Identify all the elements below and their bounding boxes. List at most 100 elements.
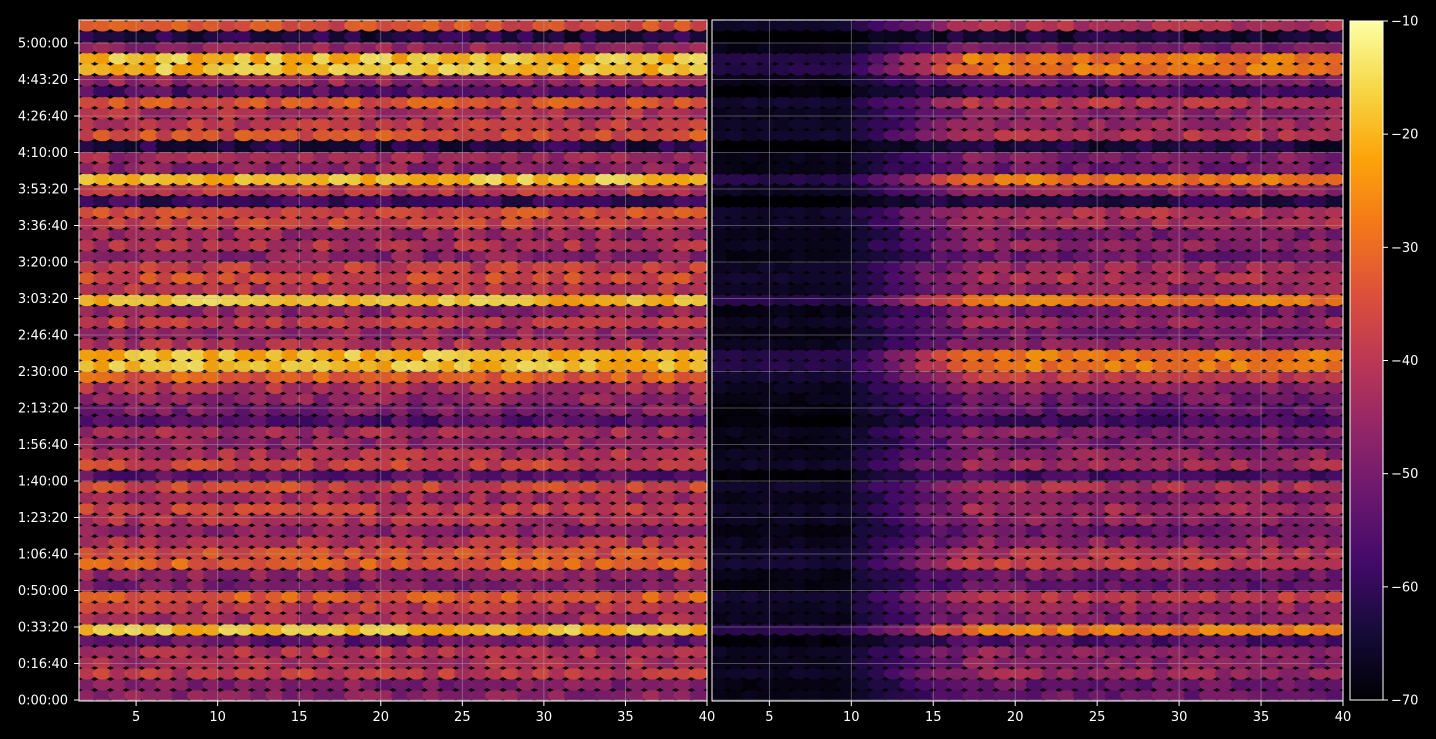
heat-cell <box>946 524 967 537</box>
heat-cell <box>852 217 872 230</box>
heat-cell <box>359 261 380 274</box>
heat-cell <box>852 305 872 318</box>
heat-cell <box>187 20 207 32</box>
heat-cell <box>312 20 333 32</box>
heat-cell <box>757 590 777 603</box>
heat-cell <box>1262 118 1282 131</box>
heat-cell <box>328 239 348 252</box>
heat-cell <box>804 436 825 449</box>
heat-cell <box>453 173 474 186</box>
heat-cell <box>1072 447 1093 460</box>
heat-cell <box>1214 294 1235 307</box>
heat-cell <box>92 74 113 87</box>
heat-cell <box>453 601 474 614</box>
heat-cell <box>994 283 1014 296</box>
heat-cell <box>1151 667 1172 680</box>
heat-cell <box>741 41 762 54</box>
heat-cell <box>92 667 113 680</box>
heat-cell <box>1309 469 1330 482</box>
heat-cell <box>312 151 333 164</box>
heat-cell <box>563 261 584 274</box>
heat-cell <box>563 239 584 252</box>
heat-cell <box>108 469 128 482</box>
heat-cell <box>124 349 144 361</box>
heat-cell <box>595 403 615 416</box>
heat-cell <box>218 140 238 153</box>
heat-cell <box>915 239 935 252</box>
heat-cell <box>516 414 537 427</box>
heat-cell <box>1057 96 1077 109</box>
heat-cell <box>344 30 364 43</box>
heat-cell <box>501 217 521 230</box>
heat-cell <box>1325 678 1343 691</box>
heat-cell <box>139 392 160 405</box>
heat-cell <box>579 590 599 603</box>
heat-cell <box>1309 645 1330 658</box>
heat-cell <box>501 173 521 186</box>
heat-cell <box>563 349 584 361</box>
heat-cell <box>124 524 144 537</box>
heat-cell <box>1309 579 1330 592</box>
heat-cell <box>1072 85 1093 98</box>
heat-cell <box>1293 305 1314 318</box>
heat-cell <box>218 250 238 263</box>
heat-cell <box>1230 502 1251 515</box>
heat-cell <box>1167 382 1188 394</box>
heat-cell <box>595 667 615 680</box>
heat-cell <box>595 140 615 153</box>
heat-cell <box>1136 447 1156 460</box>
heat-cell <box>281 414 301 427</box>
heat-cell <box>265 63 285 76</box>
heat-cell <box>548 206 568 219</box>
heat-cell <box>1120 140 1140 153</box>
heat-cell <box>741 579 762 592</box>
heat-cell <box>930 601 951 614</box>
heat-cell <box>485 667 505 680</box>
heat-cell <box>124 316 144 329</box>
heat-cell <box>994 535 1014 548</box>
heat-cell <box>962 41 983 54</box>
heat-cell <box>218 414 238 427</box>
heat-cell <box>187 283 207 296</box>
heat-cell <box>712 382 730 394</box>
heat-cell <box>532 261 552 274</box>
heat-cell <box>1199 217 1219 230</box>
heat-cell <box>124 261 144 274</box>
heat-cell <box>642 41 662 54</box>
heat-cell <box>1214 272 1235 285</box>
heat-cell <box>1088 634 1109 647</box>
heat-cell <box>171 656 191 669</box>
heat-cell <box>1072 294 1093 307</box>
heat-cell <box>1199 403 1219 416</box>
heat-cell <box>328 502 348 515</box>
heat-cell <box>1072 173 1093 186</box>
heat-cell <box>296 41 317 54</box>
heat-cell <box>249 349 270 361</box>
heat-cell <box>124 436 144 449</box>
heat-cell <box>689 41 707 54</box>
heat-cell <box>108 52 128 65</box>
heat-cell <box>725 491 746 504</box>
heat-cell <box>1151 162 1172 175</box>
heat-cell <box>532 557 552 570</box>
heat-cell <box>281 667 301 680</box>
heat-cell <box>946 294 967 307</box>
heat-cell <box>852 425 872 438</box>
heat-cell <box>501 228 521 241</box>
heat-cell <box>626 52 647 65</box>
heat-cell <box>899 272 919 285</box>
heat-cell <box>595 195 615 208</box>
heat-cell <box>422 283 442 296</box>
heat-cell <box>658 41 678 54</box>
heat-cell <box>139 338 160 350</box>
heat-cell <box>994 338 1014 350</box>
heat-cell <box>391 656 411 669</box>
heat-cell <box>725 338 746 350</box>
heat-cell <box>234 74 254 87</box>
heat-cell <box>1325 294 1343 307</box>
heat-cell <box>1136 162 1156 175</box>
heat-cell <box>501 678 521 691</box>
heat-cell <box>171 74 191 87</box>
heat-cell <box>1025 349 1046 361</box>
heat-cell <box>1183 425 1203 438</box>
